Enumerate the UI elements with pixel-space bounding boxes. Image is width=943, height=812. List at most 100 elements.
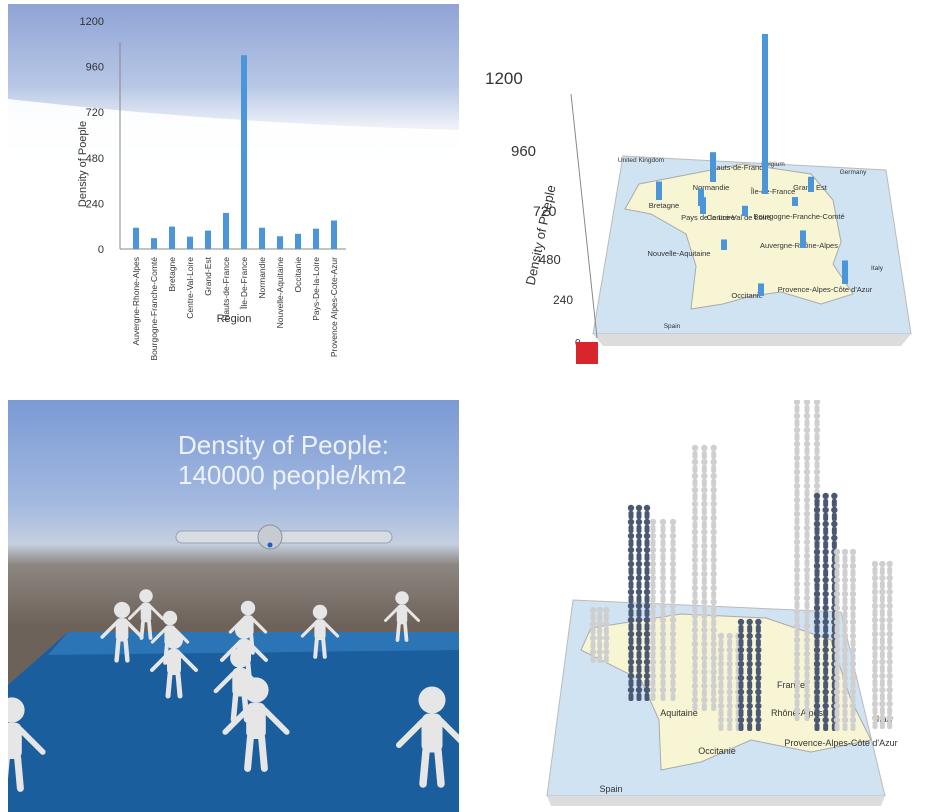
map-label: Pays de la Loire xyxy=(681,213,735,222)
bar xyxy=(721,239,727,250)
map-label: Belgium xyxy=(761,161,784,168)
bar xyxy=(223,212,229,249)
person-figure xyxy=(300,604,340,659)
bar xyxy=(808,176,814,192)
bar xyxy=(792,197,798,206)
map-label: Bourgogne-Franche-Comté xyxy=(753,212,844,221)
bar xyxy=(187,236,193,249)
map-label: Nouvelle-Aquitaine xyxy=(648,249,711,258)
map-label: Provence-Alpes-Côte d'Azur xyxy=(778,285,873,294)
people-stack xyxy=(717,632,742,731)
bar xyxy=(842,260,848,284)
bar xyxy=(205,230,211,249)
bar xyxy=(758,283,764,296)
bar xyxy=(656,181,662,200)
bar xyxy=(710,152,716,182)
bar xyxy=(313,228,319,249)
person-figure xyxy=(222,677,290,772)
people-stack xyxy=(833,548,857,731)
map-bars-panel: 12009607204802400 United KingdomBelgiumG… xyxy=(481,4,943,378)
y-tick-label: 480 xyxy=(539,252,561,267)
person-figure xyxy=(100,601,144,663)
x-tick-label: Bourgogne-Franche-Comté xyxy=(149,257,159,361)
x-tick-label: Grand-Est xyxy=(203,256,213,295)
map-people-panel: AquitaineRhône-AlpesFranceItalyOccitanie… xyxy=(481,400,943,812)
people-stack xyxy=(813,492,838,731)
x-tick-label: Hauts-de-France xyxy=(221,257,231,321)
y-tick-label: 960 xyxy=(511,143,536,160)
x-axis-label: Region xyxy=(217,313,252,325)
bar xyxy=(169,226,175,249)
x-tick-label: Bretagne xyxy=(167,257,177,292)
density-slider[interactable] xyxy=(175,524,393,550)
y-tick-label: 1200 xyxy=(80,16,104,28)
bar xyxy=(700,197,706,214)
person-figure xyxy=(8,697,46,792)
map-plane-edge xyxy=(547,796,885,806)
slider-track[interactable] xyxy=(175,530,393,544)
map-label: Spain xyxy=(664,323,681,330)
slider-knob[interactable] xyxy=(257,524,283,550)
vertical-axis xyxy=(570,93,598,339)
map-label: Italy xyxy=(871,265,884,272)
person-figure xyxy=(128,589,164,640)
people-stack xyxy=(627,504,651,701)
vr-people-panel: Density of People: 140000 people/km2 xyxy=(8,400,459,812)
y-tick-label: 960 xyxy=(86,62,104,74)
map-label: Bretagne xyxy=(649,201,679,210)
slider-indicator xyxy=(267,542,273,548)
y-tick-label: 720 xyxy=(86,107,104,119)
people-stack xyxy=(871,560,893,729)
bar xyxy=(295,233,301,249)
map-label: Germany xyxy=(840,169,867,176)
y-axis-label: Density of Poeple xyxy=(77,121,89,207)
y-tick-label: 0 xyxy=(98,244,104,256)
map-label: Spain xyxy=(599,784,622,794)
people-stack xyxy=(691,444,717,711)
x-tick-label: Provence Alpes-Cote-Azur xyxy=(329,257,339,357)
x-tick-label: Centre-Val-Loire xyxy=(185,257,195,319)
x-tick-label: Normandie xyxy=(257,257,267,299)
map-label: France xyxy=(777,680,805,690)
y-tick-label: 720 xyxy=(533,203,557,219)
bar xyxy=(241,55,247,250)
bar xyxy=(277,236,283,249)
y-tick-label: 240 xyxy=(553,293,573,307)
map-label: Hauts-de-France xyxy=(711,163,767,172)
x-tick-label: Pays-De-la-Loire xyxy=(311,257,321,321)
bar xyxy=(151,238,157,249)
people-stack xyxy=(589,606,610,663)
vr-scene-svg xyxy=(8,524,459,812)
y-tick-label: 1200 xyxy=(485,69,523,88)
people-stack xyxy=(737,618,762,731)
y-tick-label: 240 xyxy=(86,198,104,210)
bar xyxy=(800,230,806,248)
people-stack xyxy=(649,518,677,701)
x-tick-label: Auvergne-Rhone-Alpes xyxy=(131,257,141,345)
y-tick-label: 480 xyxy=(86,153,104,165)
x-tick-label: Occitanie xyxy=(293,257,303,293)
person-figure xyxy=(150,631,198,699)
map-label: Provence-Alpes-Côte d'Azur xyxy=(784,738,897,748)
bar xyxy=(133,227,139,249)
map-label: Centre-Val de Loire xyxy=(707,213,771,222)
map-label: Occitanie xyxy=(698,746,736,756)
map-label: Occitanie xyxy=(731,291,762,300)
person-figure xyxy=(384,591,420,642)
map-label: Aquitaine xyxy=(660,708,698,718)
map-label: Île-de-France xyxy=(750,187,796,196)
x-tick-label: Île-De-France xyxy=(239,257,249,310)
density-title: Density of People: 140000 people/km2 xyxy=(178,430,407,490)
bar xyxy=(762,34,768,194)
person-figure xyxy=(396,686,459,788)
bar xyxy=(331,220,337,249)
bar-chart-panel: 0 240 480 720 960 1200 Auvergne-Rhone-Alpes Bo… xyxy=(8,4,459,378)
y-axis-label: Density of Poeple xyxy=(523,184,559,287)
map-people-svg: AquitaineRhône-AlpesFranceItalyOccitanie… xyxy=(546,400,898,806)
map-label: Normandie xyxy=(693,183,730,192)
map-plane-edge xyxy=(593,334,911,346)
bar xyxy=(259,227,265,249)
origin-marker xyxy=(576,342,598,364)
bar xyxy=(742,205,748,216)
ground-plane xyxy=(8,99,459,378)
